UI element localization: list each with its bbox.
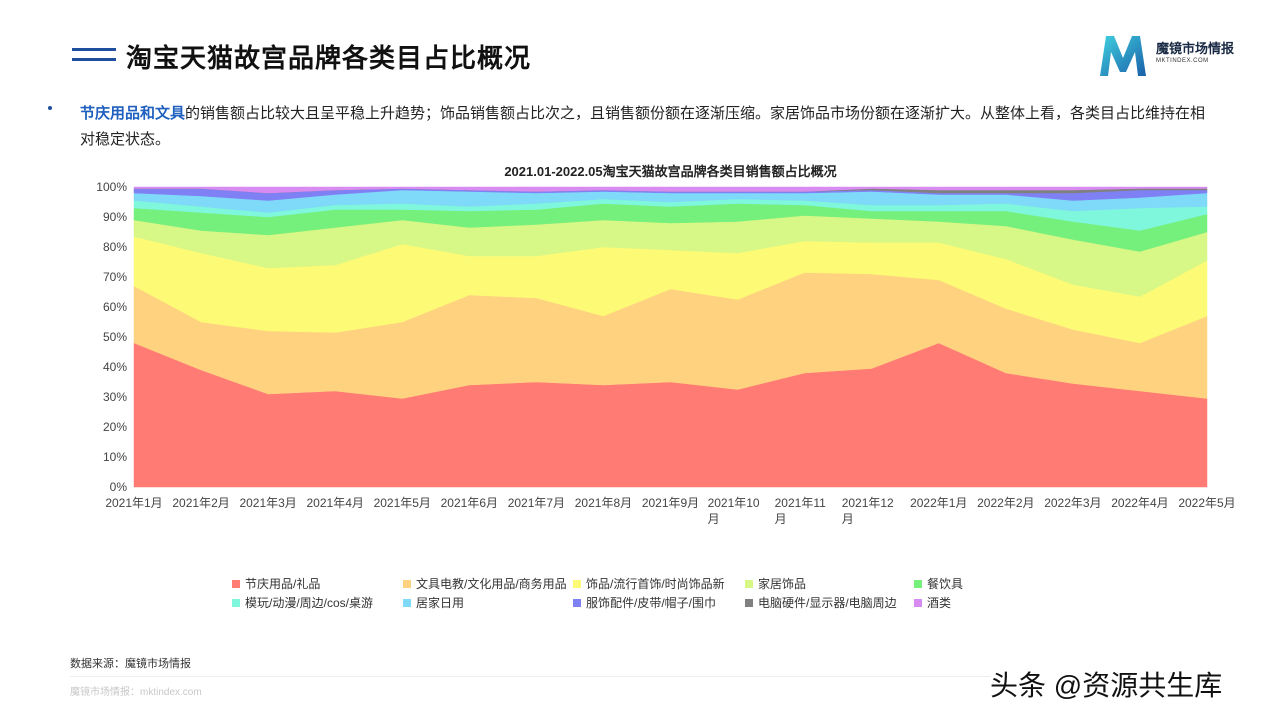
legend-swatch [573, 580, 581, 588]
legend-label: 服饰配件/皮带/帽子/围巾 [586, 595, 716, 610]
x-tick-label: 2021年12 [842, 496, 894, 510]
legend-swatch [232, 599, 240, 607]
stacked-area-chart: 2021.01-2022.05淘宝天猫故宫品牌各类目销售额占比概况 0% 10% 20… [96, 164, 1235, 610]
x-tick-label: 2022年3月 [1044, 496, 1101, 510]
y-tick-label: 40% [103, 360, 127, 374]
x-tick-label: 2021年4月 [307, 496, 364, 510]
page-title: 淘宝天猫故宫品牌各类目占比概况 [126, 43, 532, 73]
legend-swatch [232, 580, 240, 588]
description-text: 的销售额占比较大且呈平稳上升趋势；饰品销售额占比次之，且销售额份额在逐渐压缩。家… [80, 105, 1206, 148]
x-tick-label: 2021年8月 [575, 496, 632, 510]
legend-label: 节庆用品/礼品 [245, 576, 320, 591]
legend-swatch [403, 599, 411, 607]
legend-label: 家居饰品 [758, 576, 806, 591]
legend-swatch [403, 580, 411, 588]
brand-m-icon [1100, 36, 1146, 76]
x-tick-label: 2021年7月 [508, 496, 565, 510]
legend-label: 文具电教/文化用品/商务用品 [416, 576, 567, 591]
x-tick-label: 2021年1月 [105, 496, 162, 510]
brand-domain: MKTINDEX.COM [1156, 58, 1209, 64]
y-tick-label: 0% [110, 480, 128, 494]
x-tick-label: 2021年3月 [239, 496, 296, 510]
x-tick-label-wrap: 月 [708, 512, 720, 526]
x-tick-label: 2021年11 [775, 496, 826, 510]
legend-label: 饰品/流行首饰/时尚饰品新 [586, 576, 725, 591]
watermark: 头条 @资源共生库 [990, 670, 1223, 701]
y-tick-label: 80% [103, 240, 127, 254]
x-tick-label: 2021年2月 [172, 496, 229, 510]
y-tick-label: 20% [103, 420, 127, 434]
brand-logo: 魔镜市场情报 MKTINDEX.COM [1098, 32, 1258, 78]
x-tick-label: 2022年1月 [910, 496, 967, 510]
y-tick-label: 30% [103, 390, 127, 404]
x-tick-label-wrap: 月 [842, 512, 854, 526]
x-tick-label: 2022年5月 [1178, 496, 1235, 510]
area-series-10 [133, 186, 1208, 194]
legend-label: 居家日用 [416, 595, 464, 610]
y-tick-label: 50% [103, 330, 127, 344]
y-tick-label: 10% [103, 450, 127, 464]
x-tick-label-wrap: 月 [775, 512, 787, 526]
data-source: 数据来源：魔镜市场情报 [70, 658, 191, 670]
description: 节庆用品和文具的销售额占比较大且呈平稳上升趋势；饰品销售额占比次之，且销售额份额… [80, 101, 1210, 153]
x-tick-label: 2021年6月 [441, 496, 498, 510]
x-tick-label: 2021年5月 [374, 496, 431, 510]
x-tick-label: 2021年9月 [642, 496, 699, 510]
x-tick-label: 2022年2月 [977, 496, 1034, 510]
legend-label: 酒类 [927, 596, 951, 610]
bullet-icon [48, 106, 52, 110]
footer-divider [70, 676, 990, 677]
legend-label: 电脑硬件/显示器/电脑周边 [758, 596, 897, 610]
x-tick-label: 2022年4月 [1111, 496, 1168, 510]
chart-title: 2021.01-2022.05淘宝天猫故宫品牌各类目销售额占比概况 [504, 164, 836, 179]
description-highlight: 节庆用品和文具 [80, 105, 186, 122]
legend-swatch [745, 580, 753, 588]
legend-label: 模玩/动漫/周边/cos/桌游 [245, 596, 373, 610]
y-tick-label: 60% [103, 300, 127, 314]
legend-label: 餐饮具 [927, 576, 963, 591]
legend-swatch [914, 599, 922, 607]
x-tick-label: 2021年10 [708, 496, 760, 510]
brand-name: 魔镜市场情报 [1156, 41, 1235, 56]
title-decoration [72, 48, 116, 62]
y-tick-label: 100% [96, 180, 127, 194]
y-tick-label: 90% [103, 210, 127, 224]
y-tick-label: 70% [103, 270, 127, 284]
legend-swatch [745, 599, 753, 607]
footer-text: 魔镜市场情报：mktindex.com [70, 687, 202, 698]
legend-swatch [573, 599, 581, 607]
legend-swatch [914, 580, 922, 588]
